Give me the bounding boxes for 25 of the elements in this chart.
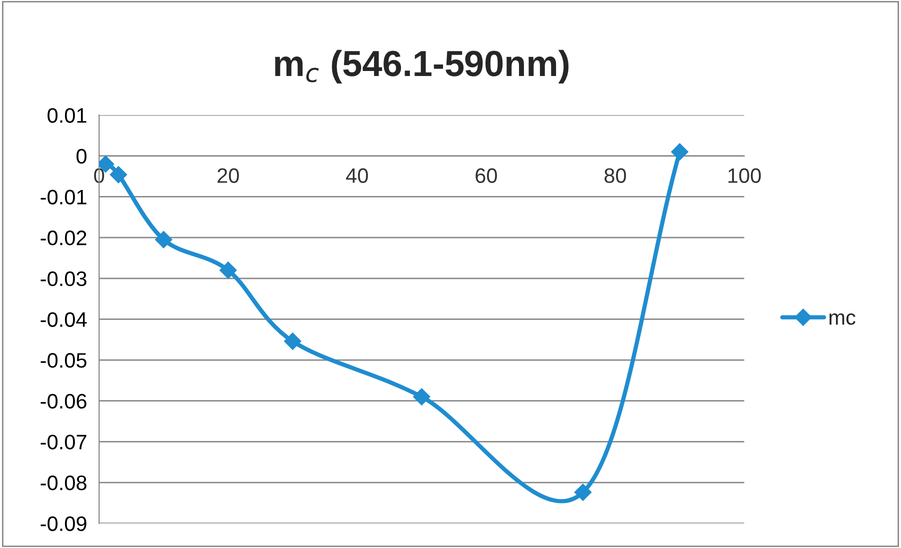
y-tick-label: -0.02 (40, 230, 86, 246)
point (110, 166, 128, 184)
x-tick-label: 80 (604, 168, 626, 184)
point (284, 332, 302, 350)
x-tick-label: 40 (346, 168, 368, 184)
x-tick-label: 60 (476, 168, 497, 184)
x-tick-label: 20 (218, 168, 239, 184)
y-tick-label: -0.08 (40, 476, 86, 490)
y-tick-label: -0.01 (40, 190, 86, 204)
y-tick-label: -0.06 (40, 394, 86, 409)
y-tick-label: -0.05 (40, 353, 86, 368)
point (574, 484, 592, 501)
y-tick-label: -0.03 (40, 271, 86, 286)
y-tick-label: -0.07 (40, 434, 86, 450)
point (413, 388, 430, 406)
y-tick-label: 0.01 (48, 108, 86, 123)
point (155, 231, 172, 248)
y-tick-label: -0.04 (40, 312, 87, 327)
x-tick-label: 100 (728, 168, 761, 184)
legend-label: mc (830, 313, 856, 325)
chart-title: m$_{c}$ (546.1-590nm) (275, 50, 569, 84)
point (220, 262, 237, 279)
y-tick-label: -0.09 (40, 516, 86, 532)
point (671, 143, 688, 160)
y-tick-label: 0 (76, 148, 86, 164)
